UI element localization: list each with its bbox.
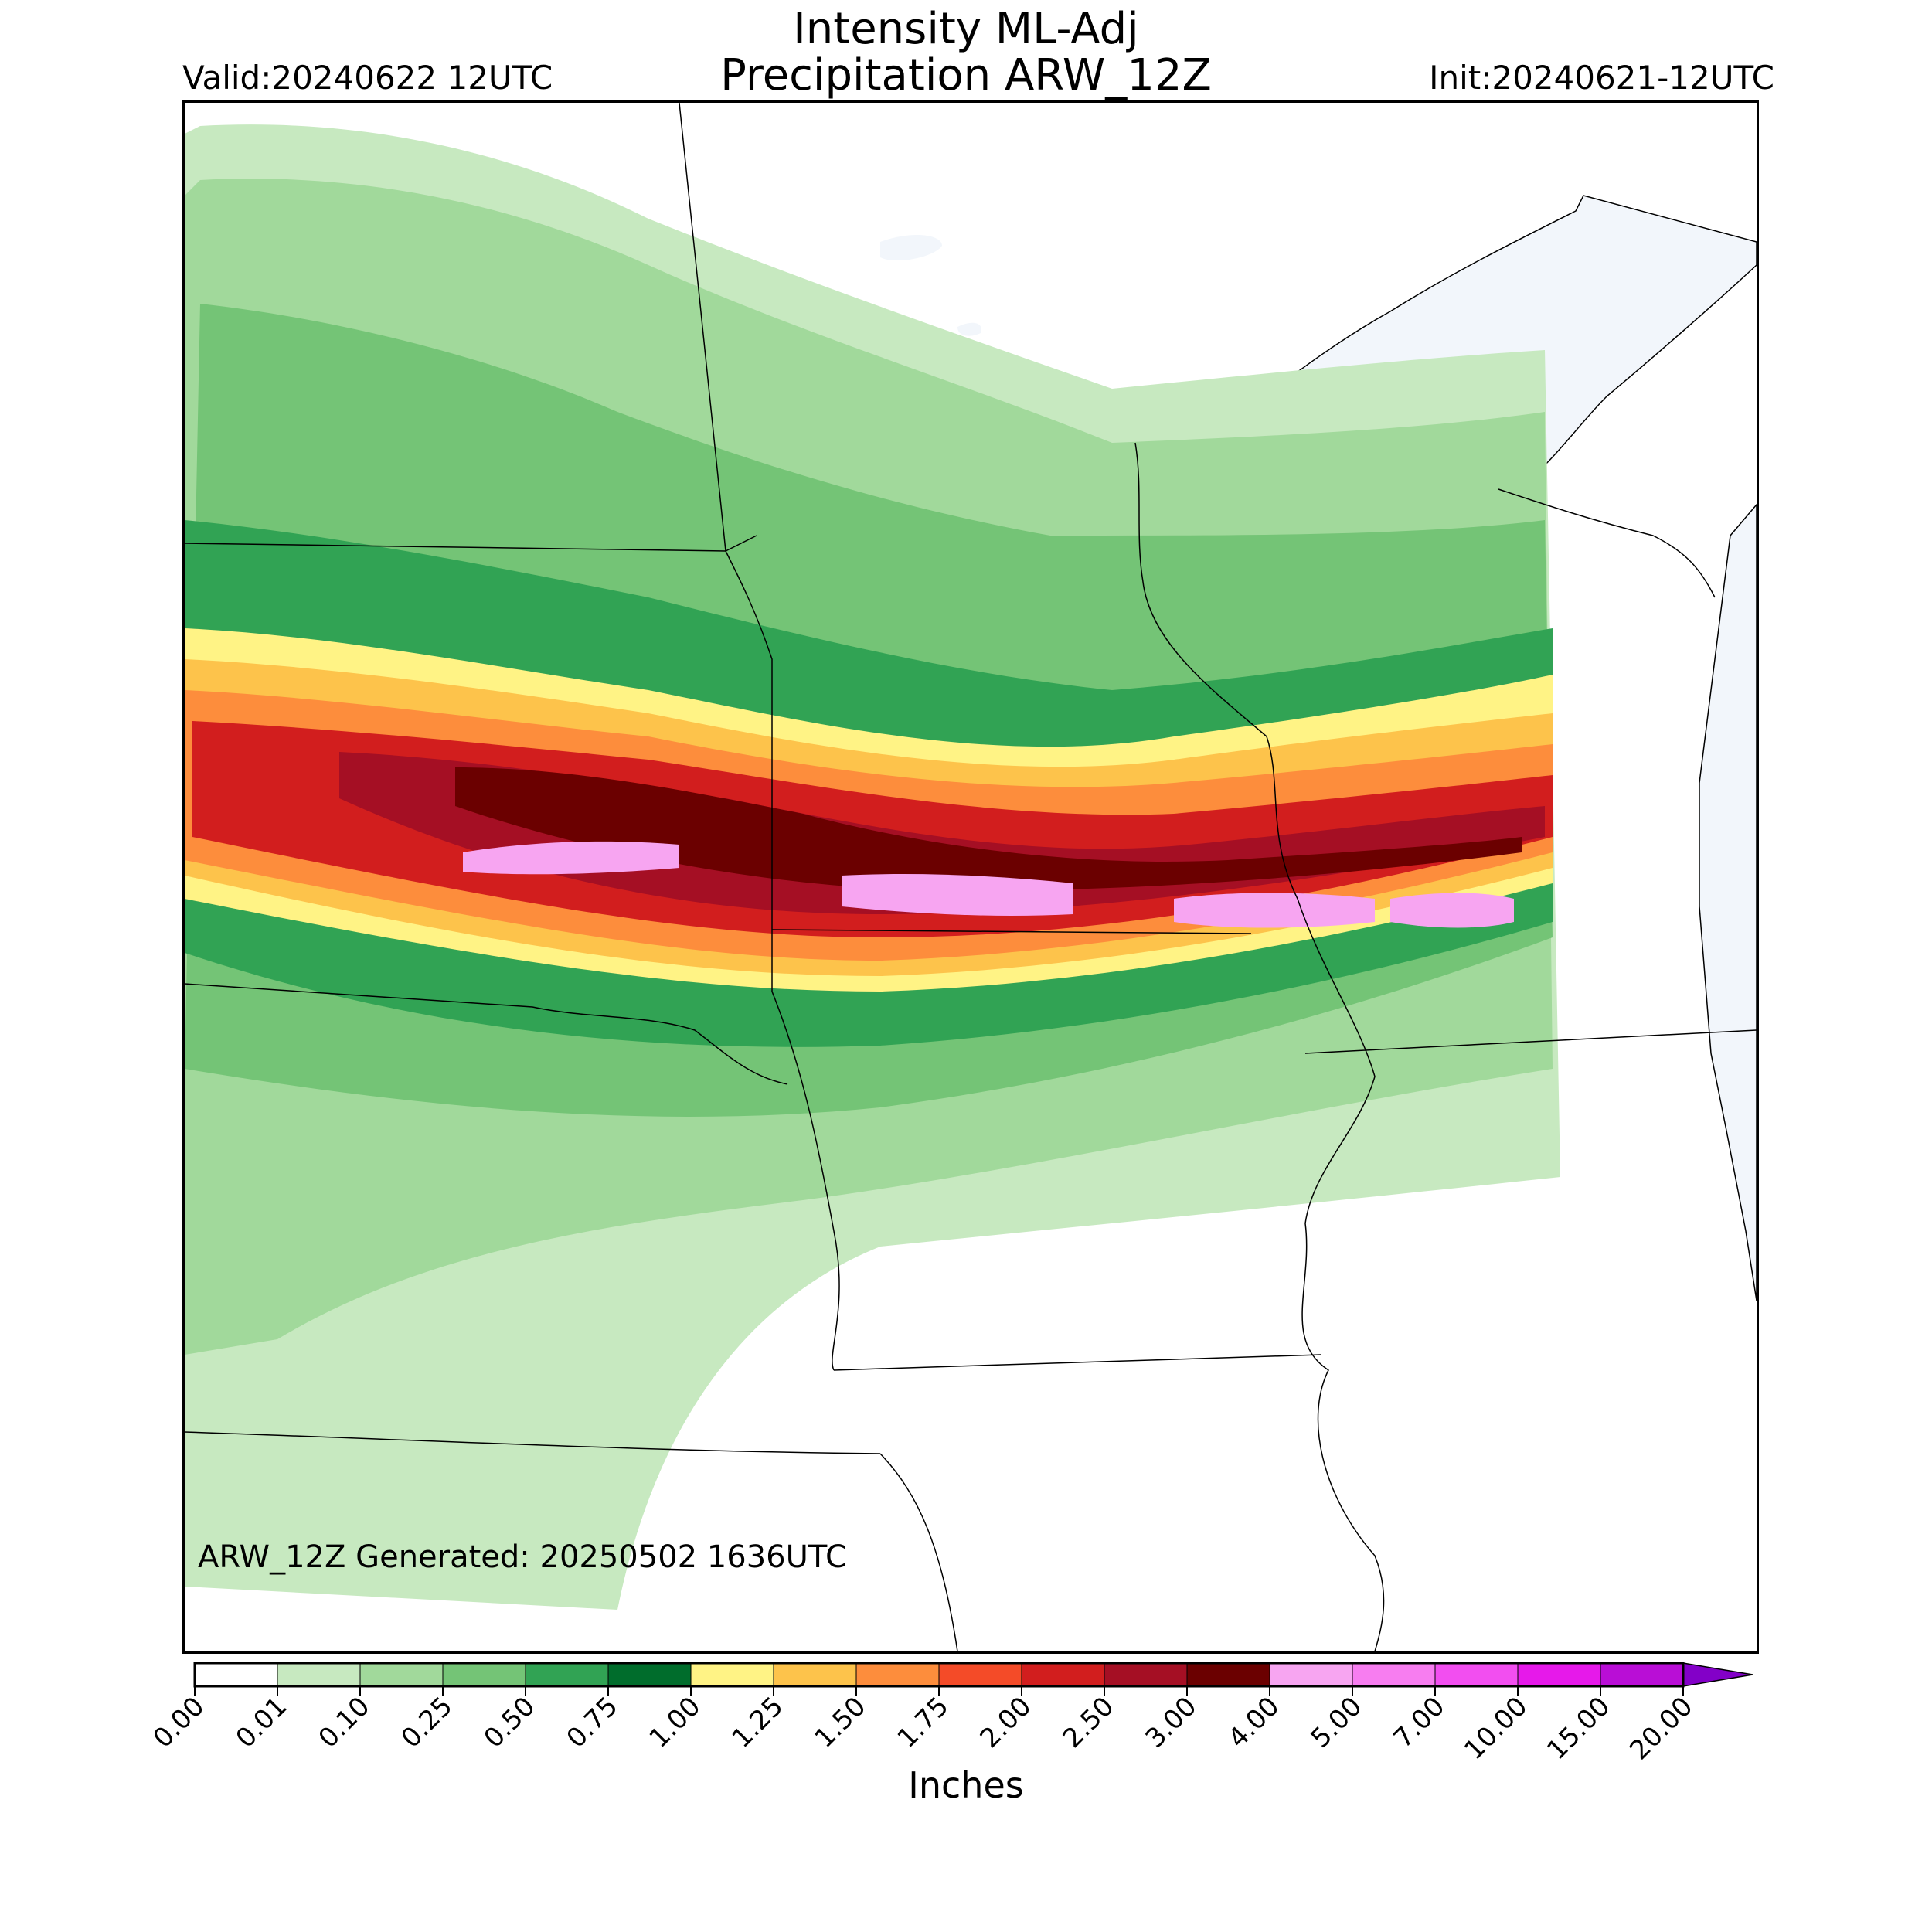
colorbar-swatches (193, 1662, 1753, 1688)
colorbar-tick-label: 1.50 (809, 1691, 872, 1754)
mn-wi-border (1134, 442, 1298, 900)
colorbar-tick-label: 2.50 (1057, 1691, 1121, 1754)
colorbar-swatch (277, 1662, 361, 1687)
map-panel (182, 100, 1759, 1654)
colorbar-swatch (194, 1662, 278, 1687)
colorbar-swatch (773, 1662, 857, 1687)
colorbar-swatch (442, 1662, 526, 1687)
colorbar-ticks: 0.00 0.01 0.10 0.25 0.50 0.75 1.00 1.25 1.50 1.75… (155, 1686, 1699, 1766)
colorbar-label: Inches (908, 1764, 1024, 1806)
generated-timestamp: ARW_12Z Generated: 20250502 1636UTC (198, 1539, 847, 1575)
political-boundaries (185, 103, 1757, 1651)
colorbar-tick-label: 0.00 (155, 1691, 210, 1754)
colorbar-swatch (690, 1662, 774, 1687)
colorbar: 0.00 0.01 0.10 0.25 0.50 0.75 1.00 1.25 1.50 1.75… (155, 1662, 1753, 1766)
colorbar-swatch (1600, 1662, 1684, 1687)
colorbar-swatch (607, 1662, 692, 1687)
init-time-label: Init:20240621-12UTC (1429, 59, 1774, 97)
ia-mo-border (185, 1431, 881, 1454)
colorbar-swatch (1517, 1662, 1601, 1687)
colorbar-tick-label: 2.00 (975, 1691, 1038, 1754)
nd-mn-border (679, 103, 773, 992)
ia-mn-lower (833, 1354, 1321, 1371)
colorbar-swatch (1269, 1662, 1353, 1687)
colorbar-tick-label: 20.00 (1624, 1691, 1699, 1766)
colorbar-tick-label: 1.00 (644, 1691, 707, 1754)
colorbar-swatch (1021, 1662, 1105, 1687)
colorbar-swatch (1352, 1662, 1436, 1687)
chart-title-line2: Precipitation ARW_12Z (720, 50, 1212, 100)
chart-title-line1: Intensity ML-Adj (793, 4, 1139, 54)
mn-ia-border (771, 929, 1252, 934)
ne-ks-river (771, 991, 840, 1371)
colorbar-tick-label: 0.75 (561, 1691, 624, 1754)
colorbar-tick-label: 1.25 (726, 1691, 790, 1754)
colorbar-tick-label: 0.01 (230, 1691, 294, 1754)
colorbar-tick-label: 0.25 (396, 1691, 459, 1754)
colorbar-tick-label: 4.00 (1223, 1691, 1286, 1754)
extreme-precip-cells (463, 841, 1514, 928)
colorbar-tick-label: 5.00 (1305, 1691, 1369, 1754)
colorbar-swatch (1434, 1662, 1519, 1687)
ia-il-border (879, 1453, 958, 1651)
colorbar-swatch (1104, 1662, 1188, 1687)
colorbar-tick-label: 10.00 (1458, 1691, 1533, 1766)
colorbar-tick-label: 1.75 (892, 1691, 955, 1754)
colorbar-swatch (938, 1662, 1022, 1687)
colorbar-swatch (525, 1662, 609, 1687)
lake-michigan (1699, 503, 1757, 1301)
canada-lakes (880, 234, 942, 261)
colorbar-tick-label: 7.00 (1388, 1691, 1451, 1754)
colorbar-swatch (359, 1662, 444, 1687)
colorbar-tick-label: 0.50 (478, 1691, 542, 1754)
colorbar-extend-arrow (1682, 1662, 1753, 1687)
colorbar-swatch (855, 1662, 940, 1687)
lake-of-woods (957, 322, 981, 336)
colorbar-tick-label: 3.00 (1140, 1691, 1203, 1754)
wi-il-border (1304, 1029, 1757, 1054)
precipitation-map (185, 103, 1757, 1651)
precipitation-field (185, 124, 1560, 1611)
sd-ne-border (185, 983, 788, 1085)
mississippi-river (1297, 898, 1385, 1651)
mi-up-border (1498, 488, 1716, 598)
colorbar-swatch (1186, 1662, 1270, 1687)
colorbar-tick-label: 0.10 (313, 1691, 376, 1754)
colorbar-tick-label: 15.00 (1541, 1691, 1616, 1766)
valid-time-label: Valid:20240622 12UTC (182, 59, 553, 97)
